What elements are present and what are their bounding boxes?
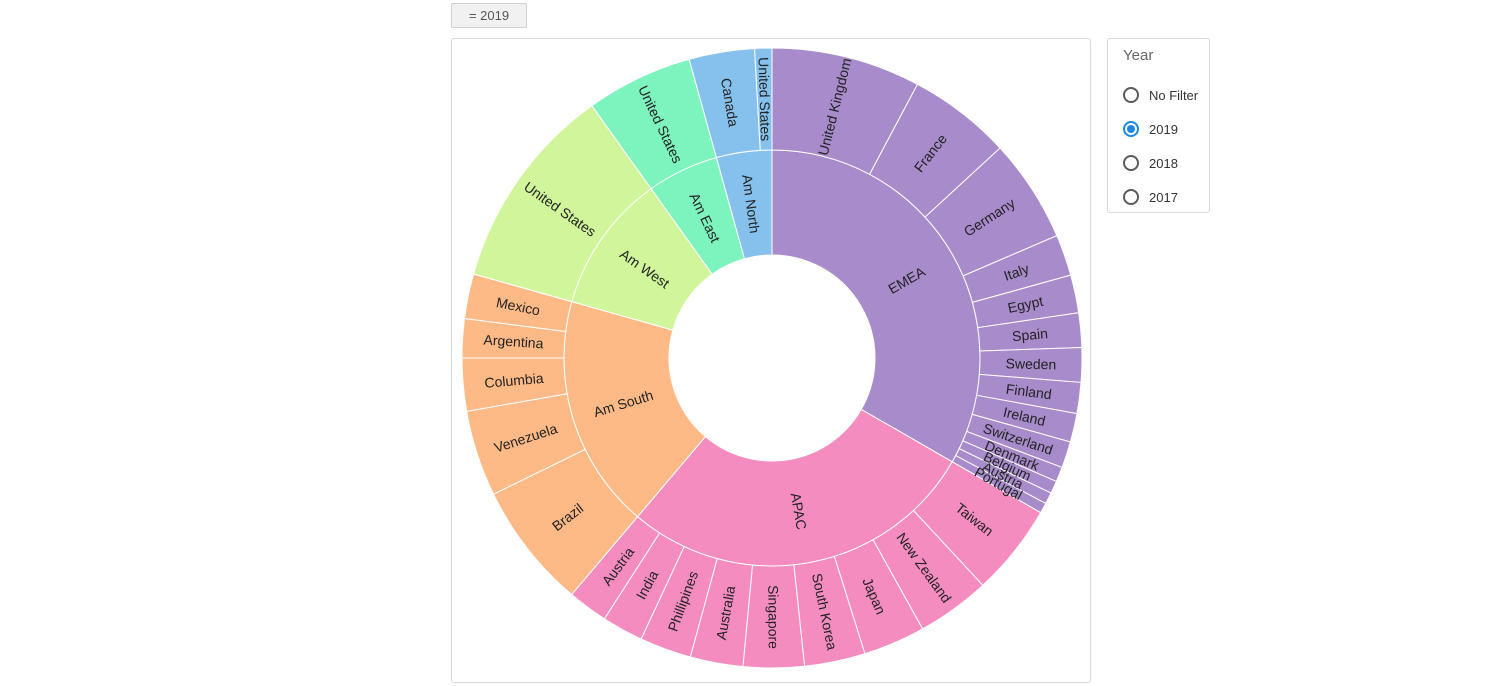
year-option-label: 2019 xyxy=(1149,121,1178,137)
country-label-sweden: Sweden xyxy=(1005,355,1056,372)
year-filter-title: Year xyxy=(1123,47,1154,64)
country-label-united-states: United States xyxy=(756,57,774,141)
country-label-spain: Spain xyxy=(1011,325,1048,344)
year-option-2017[interactable]: 2017 xyxy=(1123,187,1178,207)
active-filter-chip[interactable]: = 2019 xyxy=(451,3,527,28)
year-option-2019[interactable]: 2019 xyxy=(1123,119,1178,139)
radio-icon[interactable] xyxy=(1123,155,1139,171)
country-label-singapore: Singapore xyxy=(765,585,781,649)
country-label-egypt: Egypt xyxy=(1006,293,1044,316)
country-segment-united-states[interactable] xyxy=(754,47,773,151)
country-label-canada: Canada xyxy=(718,77,742,128)
sunburst-arcs xyxy=(461,47,1083,669)
year-option-label: 2017 xyxy=(1149,189,1178,205)
region-label-am-north: Am North xyxy=(739,174,763,235)
country-label-columbia: Columbia xyxy=(484,370,545,391)
year-option-label: 2018 xyxy=(1149,155,1178,171)
year-option-2018[interactable]: 2018 xyxy=(1123,153,1178,173)
region-label-apac: APAC xyxy=(788,492,810,531)
year-option-no-filter[interactable]: No Filter xyxy=(1123,85,1198,105)
radio-icon[interactable] xyxy=(1123,189,1139,205)
radio-icon[interactable] xyxy=(1123,121,1139,137)
country-label-finland: Finland xyxy=(1005,381,1053,403)
sunburst-chart-panel: EMEA United Kingdom France Germany Italy Egyp… xyxy=(451,38,1091,683)
country-label-argentina: Argentina xyxy=(483,332,544,352)
radio-icon[interactable] xyxy=(1123,87,1139,103)
year-filter-panel: Year No Filter 2019 2018 2017 xyxy=(1107,38,1210,213)
year-option-label: No Filter xyxy=(1149,87,1199,103)
